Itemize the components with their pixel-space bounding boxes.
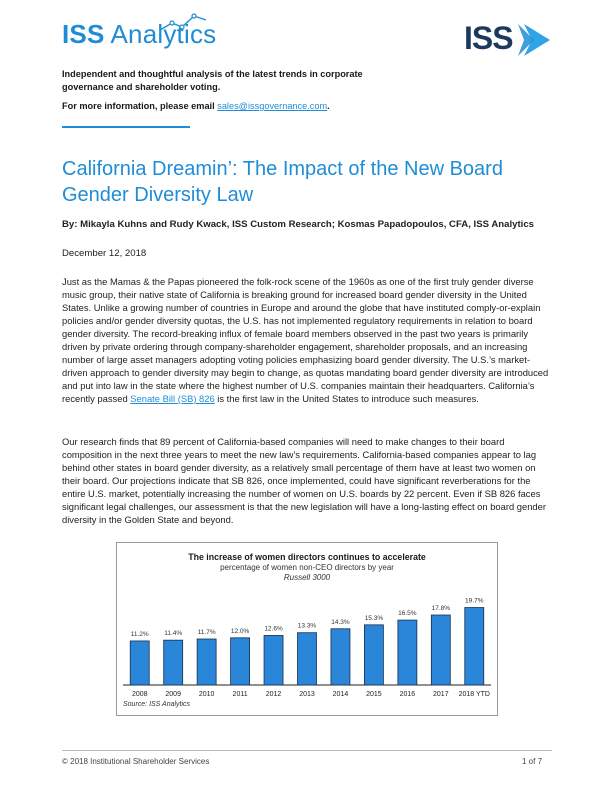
footer-copyright: © 2018 Institutional Shareholder Service… [62, 757, 210, 766]
data-label: 15.3% [365, 615, 384, 622]
bar-2011 [230, 637, 250, 686]
data-label: 17.8% [432, 605, 451, 612]
logo-sparkline-icon [159, 13, 207, 31]
data-label: 16.5% [398, 610, 417, 617]
logo-suffix: Analytics [104, 19, 217, 49]
x-tick-label: 2016 [400, 691, 416, 698]
x-tick-label: 2018 YTD [459, 691, 490, 698]
header-divider [62, 126, 190, 128]
data-label: 11.2% [131, 631, 149, 638]
iss-brand-text: ISS [464, 20, 514, 56]
data-label: 14.3% [331, 619, 350, 626]
bar-2014 [330, 628, 351, 686]
data-label: 13.3% [298, 623, 317, 630]
x-tick-label: 2008 [132, 691, 148, 698]
x-tick-label: 2009 [165, 691, 181, 698]
women-directors-chart: The increase of women directors continue… [116, 542, 498, 716]
iss-brand-mark: ISS [462, 20, 554, 60]
data-label: 11.4% [164, 630, 182, 637]
data-label: 19.7% [465, 598, 484, 605]
bar-2010 [196, 638, 217, 686]
paragraph-1-text-b: is the first law in the United States to… [214, 393, 479, 404]
chart-subtitle: percentage of women non-CEO directors by… [220, 563, 394, 572]
article-byline: By: Mikayla Kuhns and Rudy Kwack, ISS Cu… [62, 219, 534, 230]
senate-bill-link[interactable]: Senate Bill (SB) 826 [130, 393, 215, 404]
data-label: 12.6% [264, 625, 283, 632]
article-title: California Dreamin’: The Impact of the N… [62, 158, 503, 206]
email-link[interactable]: sales@issgovernance.com [217, 101, 328, 111]
x-tick-label: 2011 [233, 691, 248, 698]
bar-2015 [364, 624, 384, 686]
x-tick-label: 2014 [333, 691, 349, 698]
paragraph-1: Just as the Mamas & the Papas pioneered … [62, 275, 552, 405]
bar-2009 [163, 639, 184, 686]
data-label: 12.0% [231, 628, 250, 635]
bar-2017 [430, 614, 451, 686]
chart-plot: 11.2% 2008 11.4% 2009 11.7% 2010 12.0% 2011 12.6… [123, 598, 491, 698]
bar-2016 [397, 619, 418, 686]
intro-text: Independent and thoughtful analysis of t… [62, 69, 363, 92]
bar-2012 [263, 635, 284, 686]
footer-divider [62, 750, 552, 751]
page-number: 1 of 7 [522, 757, 543, 766]
chart-subtitle-index: Russell 3000 [283, 573, 331, 582]
iss-arrow-icon [518, 24, 550, 56]
paragraph-2: Our research finds that 89 percent of Ca… [62, 436, 546, 525]
bar-2008 [129, 640, 150, 686]
chart-source: Source: ISS Analytics [123, 701, 191, 708]
article-date: December 12, 2018 [62, 248, 147, 259]
x-tick-label: 2010 [199, 691, 215, 698]
iss-analytics-logo: ISS Analytics [62, 19, 216, 50]
bar-2018-ytd [464, 607, 485, 686]
bar-2013 [297, 632, 317, 686]
contact-suffix: . [327, 101, 330, 111]
x-tick-label: 2013 [299, 691, 315, 698]
x-tick-label: 2017 [433, 691, 449, 698]
chart-title: The increase of women directors continue… [188, 552, 426, 562]
contact-line: For more information, please email sales… [62, 101, 330, 111]
x-tick-label: 2015 [366, 691, 382, 698]
logo-prefix: ISS [62, 19, 105, 49]
x-tick-label: 2012 [266, 691, 282, 698]
data-label: 11.7% [198, 629, 216, 636]
paragraph-1-text-a: Just as the Mamas & the Papas pioneered … [62, 276, 549, 404]
contact-prefix: For more information, please email [62, 101, 218, 111]
